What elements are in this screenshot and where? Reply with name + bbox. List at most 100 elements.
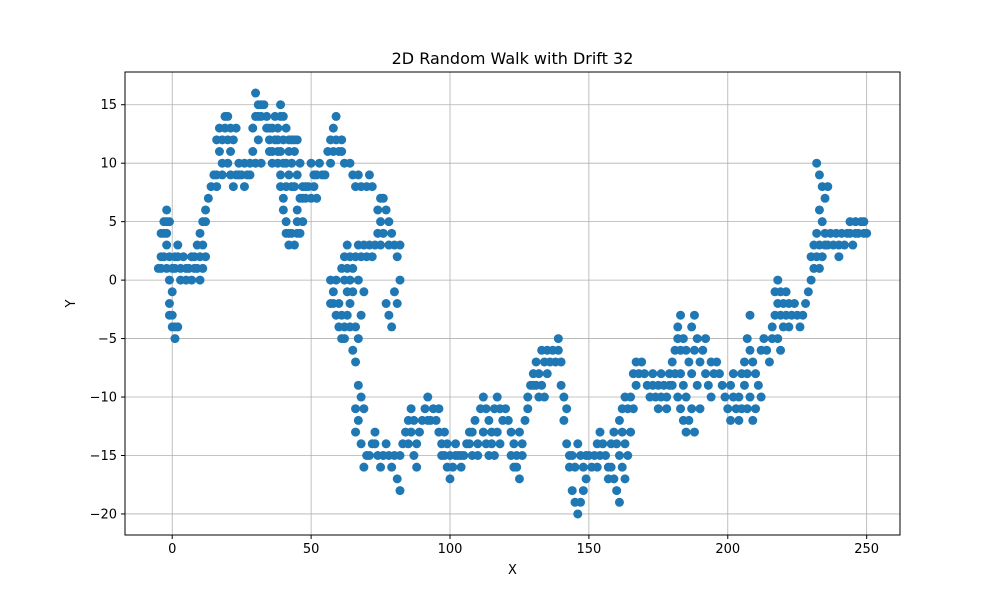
data-point bbox=[662, 404, 672, 414]
data-point bbox=[620, 474, 630, 484]
data-point bbox=[348, 263, 358, 273]
data-point bbox=[478, 392, 488, 402]
data-point bbox=[720, 392, 730, 402]
data-point bbox=[342, 240, 352, 250]
data-point bbox=[617, 427, 627, 437]
data-point bbox=[723, 404, 733, 414]
data-point bbox=[687, 404, 697, 414]
data-point bbox=[503, 415, 513, 425]
data-point bbox=[459, 450, 469, 460]
data-point bbox=[351, 322, 361, 332]
data-point bbox=[492, 427, 502, 437]
data-point bbox=[595, 427, 605, 437]
data-point bbox=[373, 205, 383, 215]
data-point bbox=[353, 170, 363, 180]
data-point bbox=[776, 345, 786, 355]
x-axis-ticks: 0 50 100 150 200 250 bbox=[168, 535, 879, 557]
data-point bbox=[570, 462, 580, 472]
data-point bbox=[331, 111, 341, 121]
data-point bbox=[573, 439, 583, 449]
data-point bbox=[523, 392, 533, 402]
data-point bbox=[251, 88, 261, 98]
y-tick-label: 0 bbox=[109, 274, 117, 289]
data-point bbox=[256, 158, 266, 168]
data-point bbox=[559, 392, 569, 402]
data-point bbox=[628, 404, 638, 414]
data-point bbox=[445, 474, 455, 484]
data-point bbox=[773, 334, 783, 344]
data-point bbox=[728, 369, 738, 379]
data-point bbox=[784, 322, 794, 332]
data-point bbox=[345, 275, 355, 285]
data-point bbox=[376, 462, 386, 472]
data-point bbox=[701, 334, 711, 344]
data-point bbox=[753, 380, 763, 390]
data-point bbox=[501, 404, 511, 414]
data-point bbox=[295, 158, 305, 168]
data-point bbox=[195, 275, 205, 285]
data-point bbox=[395, 240, 405, 250]
data-point bbox=[342, 310, 352, 320]
data-point bbox=[539, 392, 549, 402]
data-point bbox=[339, 334, 349, 344]
data-point bbox=[839, 240, 849, 250]
data-point bbox=[239, 182, 249, 192]
data-point bbox=[248, 123, 258, 133]
data-point bbox=[706, 392, 716, 402]
data-point bbox=[739, 357, 749, 367]
data-point bbox=[745, 345, 755, 355]
data-point bbox=[334, 299, 344, 308]
data-point bbox=[289, 182, 299, 192]
data-point bbox=[387, 228, 397, 238]
data-point bbox=[167, 287, 177, 297]
data-point bbox=[689, 345, 699, 355]
data-point bbox=[562, 439, 572, 449]
data-point bbox=[734, 392, 744, 402]
data-point bbox=[223, 158, 233, 168]
data-point bbox=[248, 147, 258, 157]
data-point bbox=[712, 357, 722, 367]
data-point bbox=[384, 310, 394, 320]
data-point bbox=[384, 217, 394, 227]
data-point bbox=[406, 427, 416, 437]
data-point bbox=[751, 369, 761, 379]
data-point bbox=[389, 287, 399, 297]
data-point bbox=[353, 275, 363, 285]
data-point bbox=[598, 439, 608, 449]
data-point bbox=[745, 310, 755, 320]
data-point bbox=[739, 380, 749, 390]
data-point bbox=[203, 193, 213, 203]
data-point bbox=[376, 217, 386, 227]
data-point bbox=[276, 170, 286, 180]
data-point bbox=[673, 322, 683, 332]
data-point bbox=[556, 380, 566, 390]
data-point bbox=[253, 135, 263, 145]
data-point bbox=[862, 228, 872, 238]
data-point bbox=[578, 486, 588, 496]
data-point bbox=[212, 182, 222, 192]
data-point bbox=[353, 415, 363, 425]
data-point bbox=[359, 404, 369, 414]
data-point bbox=[676, 404, 686, 414]
data-point bbox=[292, 135, 302, 145]
data-point bbox=[295, 228, 305, 238]
y-tick-label: −10 bbox=[90, 391, 117, 406]
x-tick-label: 50 bbox=[303, 542, 320, 557]
data-point bbox=[820, 193, 830, 203]
data-point bbox=[387, 462, 397, 472]
data-point bbox=[278, 111, 288, 121]
data-point bbox=[614, 450, 624, 460]
data-point bbox=[367, 182, 377, 192]
data-point bbox=[470, 415, 480, 425]
y-axis-label: Y bbox=[64, 299, 79, 308]
data-point bbox=[292, 170, 302, 180]
data-point bbox=[681, 392, 691, 402]
data-point bbox=[331, 275, 341, 285]
data-point bbox=[748, 357, 758, 367]
data-point bbox=[359, 287, 369, 297]
data-point bbox=[612, 439, 622, 449]
y-tick-label: −5 bbox=[98, 332, 117, 347]
data-point bbox=[456, 462, 466, 472]
